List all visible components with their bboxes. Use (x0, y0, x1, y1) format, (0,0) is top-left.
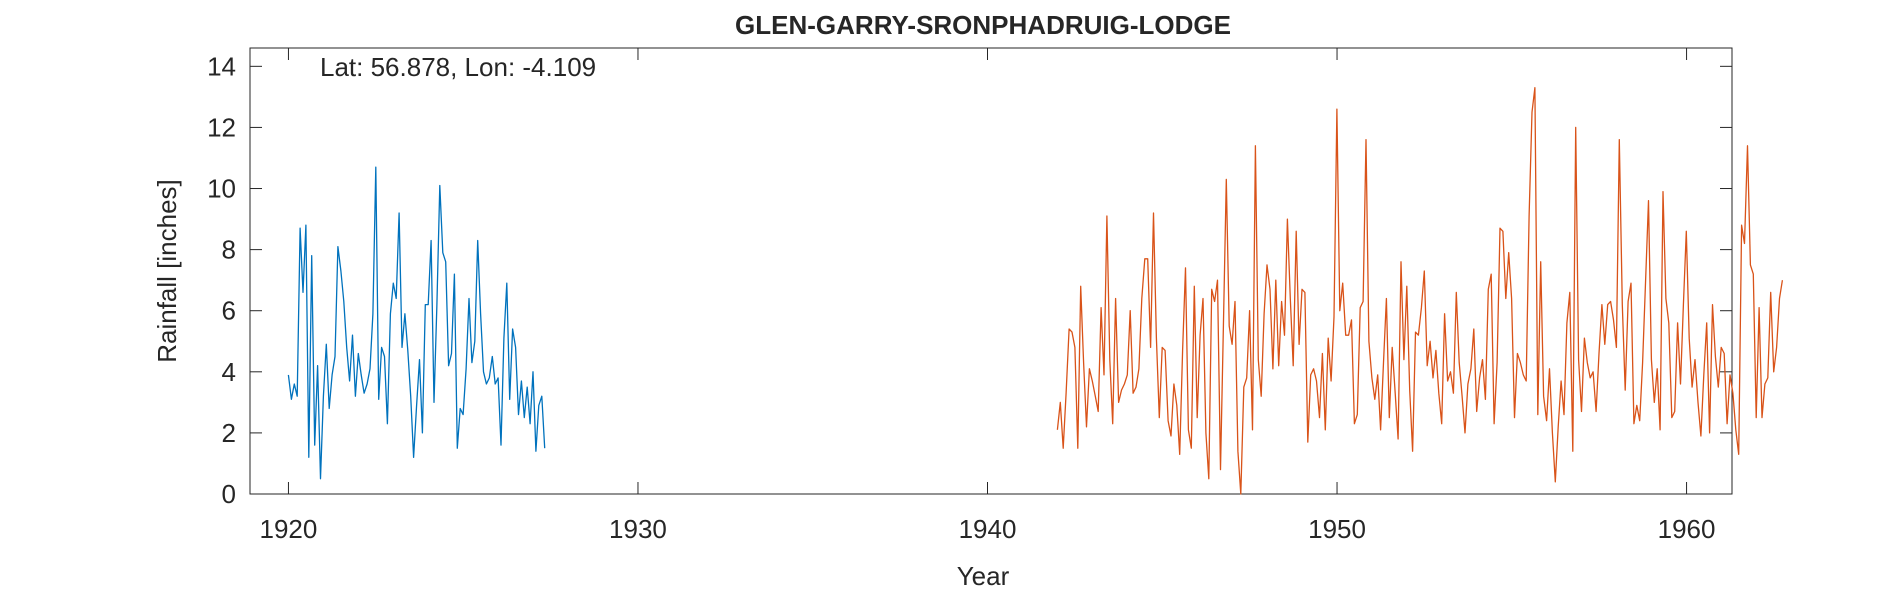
x-axis-label: Year (957, 561, 1010, 591)
series-layer (287, 87, 1784, 495)
y-axis-label: Rainfall [inches] (152, 179, 182, 363)
y-tick-label: 4 (222, 357, 236, 387)
y-tick-label: 14 (207, 51, 236, 81)
x-axis-ticks: 1920 1930 1940 1950 1960 (260, 48, 1716, 544)
y-tick-label: 12 (207, 112, 236, 142)
station-annotation: Lat: 56.878, Lon: -4.109 (320, 52, 596, 82)
series-line-1 (287, 166, 546, 480)
x-tick-label: 1930 (609, 514, 667, 544)
y-tick-label: 8 (222, 235, 236, 265)
y-axis-ticks: 0 2 4 6 8 10 12 14 (207, 51, 1732, 509)
x-tick-label: 1960 (1658, 514, 1716, 544)
x-tick-label: 1920 (260, 514, 318, 544)
y-tick-label: 6 (222, 296, 236, 326)
x-tick-label: 1950 (1308, 514, 1366, 544)
y-tick-label: 2 (222, 418, 236, 448)
y-tick-label: 0 (222, 479, 236, 509)
series-line-2 (1056, 87, 1784, 495)
chart-title: GLEN-GARRY-SRONPHADRUIG-LODGE (735, 10, 1231, 40)
x-tick-label: 1940 (959, 514, 1017, 544)
plot-area (249, 47, 1733, 495)
y-tick-label: 10 (207, 174, 236, 204)
